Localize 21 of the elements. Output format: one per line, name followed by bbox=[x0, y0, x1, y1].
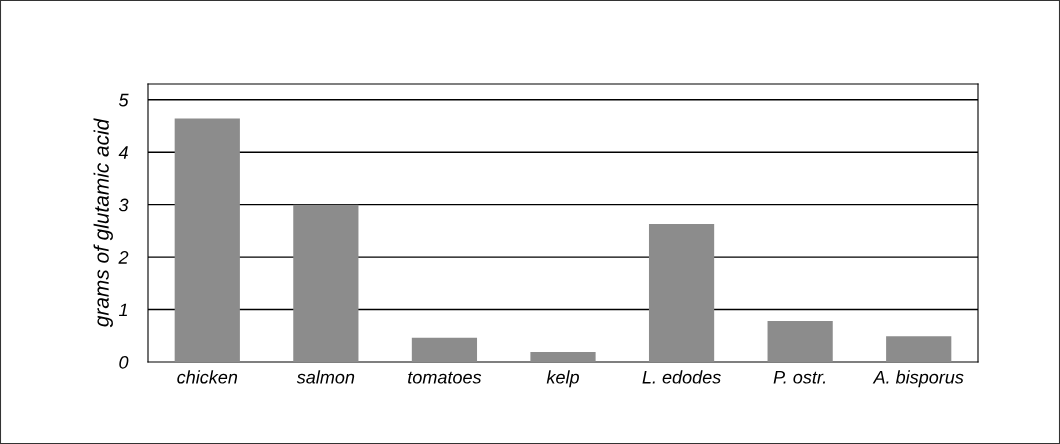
x-tick-label: chicken bbox=[177, 370, 238, 384]
bar bbox=[530, 352, 596, 362]
y-tick-label: 3 bbox=[118, 198, 129, 212]
bar bbox=[767, 321, 833, 362]
x-tick-label: salmon bbox=[296, 370, 355, 384]
bar bbox=[886, 336, 952, 362]
y-axis-title: grams of glutamic acid bbox=[93, 118, 113, 328]
x-tick-label: kelp bbox=[546, 370, 579, 388]
x-tick-label: tomatoes bbox=[408, 371, 482, 384]
y-tick-label: 1 bbox=[118, 303, 128, 317]
bar bbox=[648, 224, 715, 362]
y-tick-label: 5 bbox=[118, 93, 129, 107]
y-tick-label: 2 bbox=[118, 251, 129, 264]
x-tick-label: A. bisporus bbox=[872, 370, 964, 388]
y-tick-label: 0 bbox=[119, 355, 129, 369]
bar bbox=[174, 118, 240, 362]
bar bbox=[293, 204, 359, 362]
y-tick-label: 4 bbox=[118, 146, 128, 159]
x-tick-label: L. edodes bbox=[642, 370, 721, 384]
x-tick-label: P. ostr. bbox=[773, 371, 826, 384]
bar bbox=[411, 337, 478, 362]
